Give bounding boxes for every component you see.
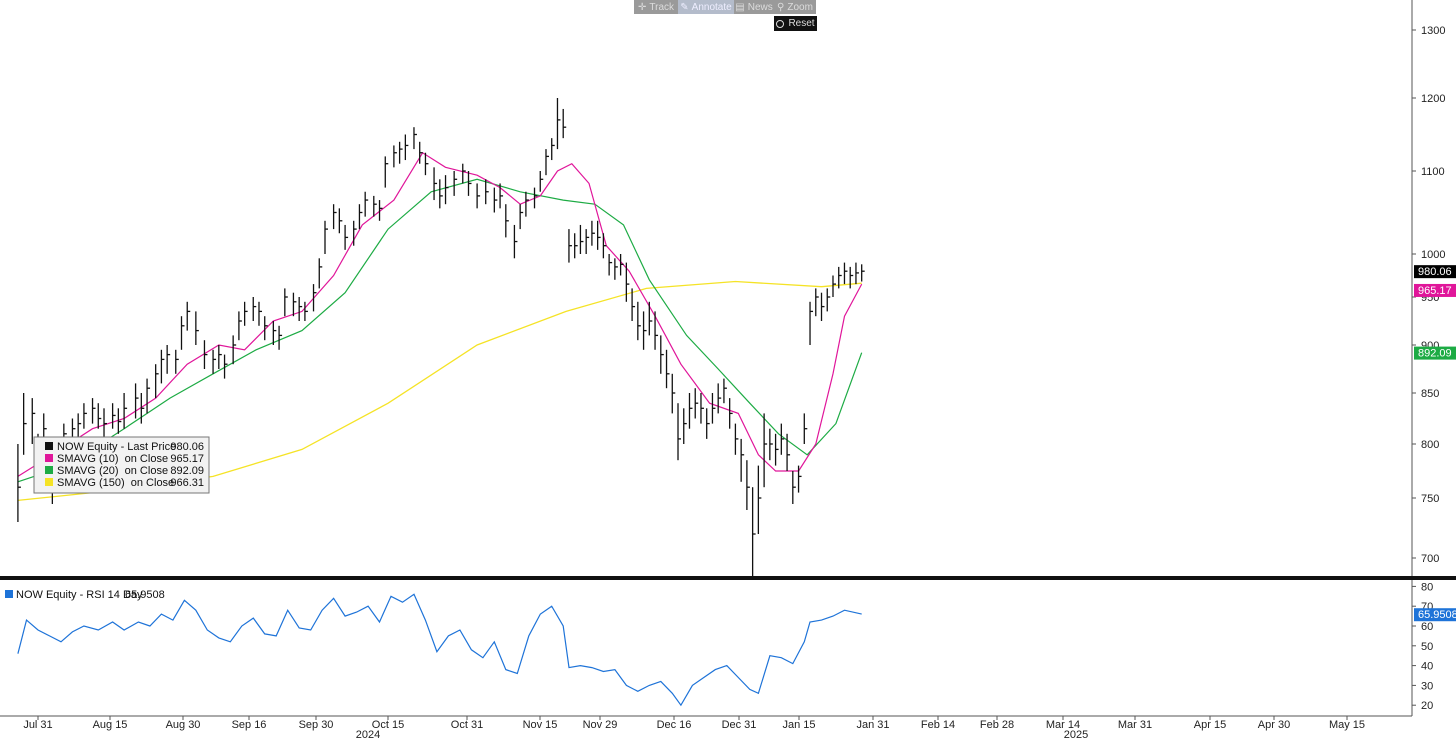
date-tick-label: Dec 31 — [722, 719, 757, 731]
date-tick-label: Apr 30 — [1258, 719, 1290, 731]
date-tick-label: Feb 14 — [921, 719, 955, 731]
date-tick-label: Dec 16 — [657, 719, 692, 731]
legend-value-smavg10: 965.17 — [170, 453, 204, 465]
price-tick-label: 1200 — [1421, 93, 1445, 105]
rsi-legend-value: 65.9508 — [125, 589, 165, 601]
price-tick-label: 700 — [1421, 553, 1439, 565]
last-price-tag-bg — [1414, 265, 1456, 279]
price-tick-label: 850 — [1421, 388, 1439, 400]
legend-swatch-smavg20 — [45, 466, 53, 474]
date-tick-label: Sep 16 — [232, 719, 267, 731]
news-button[interactable]: ▤ News — [734, 0, 774, 14]
date-tick-label: Aug 30 — [166, 719, 201, 731]
magnifier-icon: ⚲ — [777, 1, 785, 13]
smavg20-line — [17, 178, 863, 483]
track-label: Track — [649, 1, 675, 13]
price-tick-label: 1100 — [1421, 166, 1445, 178]
track-button[interactable]: ✛ Track — [634, 0, 678, 14]
date-tick-label: Mar 31 — [1118, 719, 1152, 731]
legend-value-smavg20: 892.09 — [170, 465, 204, 477]
legend-label-smavg20: SMAVG (20) on Close — [57, 465, 168, 477]
rsi-tick-label: 60 — [1421, 621, 1433, 633]
legend-swatch-smavg10 — [45, 454, 53, 462]
legend-label-smavg150: SMAVG (150) on Close — [57, 477, 174, 489]
rsi-legend: NOW Equity - RSI 14 Day 65.9508 — [5, 589, 165, 601]
pencil-icon: ✎ — [680, 1, 689, 13]
date-tick-label: Oct 15 — [372, 719, 404, 731]
year-label-2025: 2025 — [1064, 729, 1088, 740]
legend-label-smavg10: SMAVG (10) on Close — [57, 453, 168, 465]
date-tick-label: Nov 15 — [523, 719, 558, 731]
chart-toolbar: ✛ Track ✎ Annotate ▤ News ⚲ Zoom — [634, 0, 816, 14]
rsi-tick-label: 20 — [1421, 700, 1433, 712]
date-tick-label: Mar 14 — [1046, 719, 1080, 731]
rsi-legend-swatch — [5, 590, 13, 598]
date-tick-label: Jul 31 — [23, 719, 52, 731]
smavg10-tag-bg — [1414, 283, 1456, 297]
smavg20-tag-bg — [1414, 346, 1456, 360]
reset-label: Reset — [788, 18, 815, 29]
legend-label-last-price: NOW Equity - Last Price — [57, 441, 176, 453]
date-tick-label: Jan 31 — [856, 719, 889, 731]
annotate-button[interactable]: ✎ Annotate — [678, 0, 734, 14]
reset-button[interactable]: Reset — [774, 16, 817, 31]
rsi-legend-label: NOW Equity - RSI 14 Day — [16, 589, 143, 601]
rsi-line — [17, 593, 862, 707]
price-tick-label: 1000 — [1421, 249, 1445, 261]
last-price-tag: 980.06 — [1418, 266, 1452, 278]
zoom-button[interactable]: ⚲ Zoom — [774, 0, 816, 14]
legend-swatch-smavg150 — [45, 478, 53, 486]
date-tick-label: Feb 28 — [980, 719, 1014, 731]
price-tick-label: 1300 — [1421, 25, 1445, 37]
smavg10-tag: 965.17 — [1418, 285, 1452, 297]
date-tick-label: Aug 15 — [93, 719, 128, 731]
news-label: News — [747, 1, 773, 13]
legend-value-last-price: 980.06 — [170, 441, 204, 453]
date-tick-label: Jan 15 — [782, 719, 815, 731]
news-icon: ▤ — [735, 1, 745, 13]
zoom-label: Zoom — [787, 1, 813, 13]
date-tick-label: Oct 31 — [451, 719, 483, 731]
date-tick-label: Sep 30 — [299, 719, 334, 731]
rsi-tick-label: 30 — [1421, 680, 1433, 692]
annotate-label: Annotate — [691, 1, 732, 13]
rsi-tick-label: 80 — [1421, 581, 1433, 593]
year-label-2024: 2024 — [356, 729, 380, 740]
date-tick-label: May 15 — [1329, 719, 1365, 731]
rsi-tick-label: 40 — [1421, 661, 1433, 673]
panel-divider[interactable] — [0, 576, 1456, 580]
reset-icon — [776, 19, 785, 28]
smavg20-tag: 892.09 — [1418, 348, 1452, 360]
legend-value-smavg150: 966.31 — [170, 477, 204, 489]
price-tick-label: 800 — [1421, 439, 1439, 451]
date-tick-label: Nov 29 — [583, 719, 618, 731]
date-tick-label: Apr 15 — [1194, 719, 1226, 731]
price-tick-label: 750 — [1421, 493, 1439, 505]
price-legend: NOW Equity - Last Price 980.06 SMAVG (10… — [33, 436, 210, 494]
rsi-tag-bg — [1414, 608, 1456, 622]
legend-box — [33, 436, 210, 494]
rsi-tick-label: 50 — [1421, 641, 1433, 653]
rsi-tag: 65.9508 — [1418, 609, 1456, 621]
legend-swatch-last-price — [45, 442, 53, 450]
crosshair-icon: ✛ — [637, 1, 647, 13]
